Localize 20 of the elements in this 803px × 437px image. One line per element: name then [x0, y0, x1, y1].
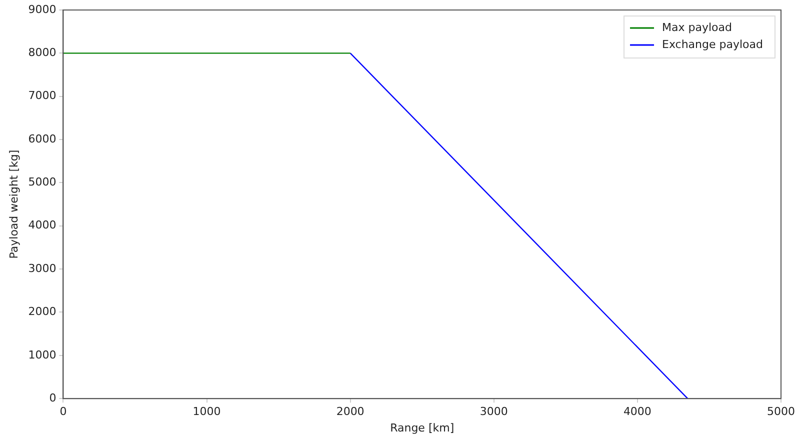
y-axis-title: Payload weight [kg] [7, 150, 20, 259]
y-tick-label: 1000 [28, 348, 56, 362]
y-tick-label: 2000 [28, 305, 56, 318]
y-tick-label: 0 [49, 391, 56, 404]
x-tick-label: 4000 [623, 405, 652, 418]
x-tick-label: 0 [60, 405, 67, 418]
x-tick-label: 2000 [336, 405, 364, 418]
x-tick-label: 3000 [480, 405, 508, 418]
x-tick-label: 1000 [192, 405, 221, 418]
x-axis-title: Range [km] [390, 421, 454, 434]
legend-label: Max payload [662, 20, 732, 34]
y-tick-label: 4000 [28, 218, 56, 232]
x-tick-label: 5000 [767, 405, 795, 418]
y-tick-label: 8000 [28, 46, 56, 60]
y-tick-label: 6000 [28, 132, 56, 146]
y-tick-label: 9000 [28, 2, 56, 16]
y-tick-label: 3000 [28, 262, 56, 275]
y-tick-label: 5000 [28, 176, 56, 189]
y-tick-label: 7000 [28, 89, 56, 102]
legend-label: Exchange payload [662, 38, 764, 51]
